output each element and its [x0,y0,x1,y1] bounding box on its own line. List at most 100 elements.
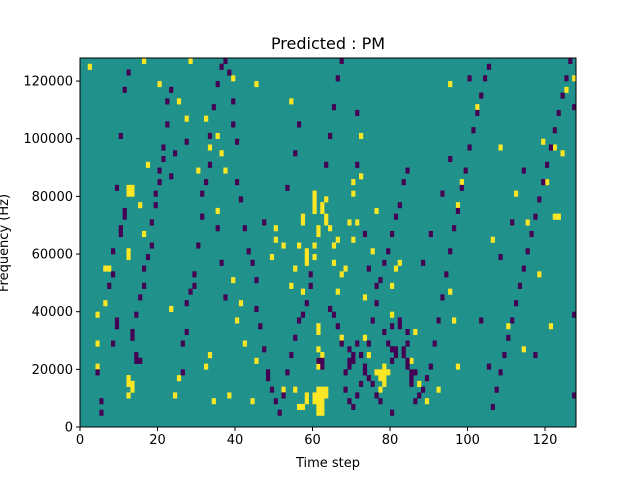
heatmap-cell-high [130,190,135,197]
heatmap-cell-high [223,167,228,174]
heatmap-cell-low [529,230,534,238]
heatmap-cell-high [297,242,302,249]
heatmap-cell-low [390,323,395,330]
heatmap-cell-low [250,259,255,266]
heatmap-cell-low [134,352,139,359]
heatmap-cell-high [316,363,321,370]
heatmap-cell-high [359,173,364,180]
heatmap-cell-low [184,300,189,307]
heatmap-cell-low [285,369,290,376]
heatmap-cell-low [533,352,538,359]
heatmap-cell-low [339,340,344,347]
heatmap-cell-low [169,86,174,93]
heatmap-cell-low [343,369,348,376]
heatmap-cell-high [339,334,344,341]
heatmap-cell-low [227,69,232,76]
heatmap-cell-high [142,58,147,65]
heatmap-cell-low [173,150,178,157]
heatmap-cell-low [393,352,399,359]
heatmap-cell-high [362,294,368,301]
heatmap-cell-low [188,288,193,295]
heatmap-cell-high [312,254,317,261]
heatmap-cell-low [533,213,538,220]
heatmap-cell-high [335,288,340,295]
heatmap-cell-high [254,357,259,364]
heatmap-cell-high [393,265,399,272]
heatmap-cell-high [142,230,147,238]
heatmap-cell-low [157,167,162,174]
heatmap-cell-low [200,190,205,197]
heatmap-cell-low [200,213,205,220]
heatmap-cell-low [289,352,294,359]
heatmap-cell-low [452,225,457,232]
heatmap-cell-low [397,202,402,209]
heatmap-cell-low [254,305,259,312]
heatmap-cell-low [378,277,383,284]
heatmap-cell-low [269,386,275,393]
heatmap-cell-low [448,156,453,163]
heatmap-cell-low [401,346,406,353]
heatmap-cell-high [320,202,325,209]
chart-title: Predicted : PM [271,34,385,53]
heatmap-cell-high [521,346,526,353]
heatmap-cell-low [219,259,224,266]
heatmap-cell-high [207,352,213,359]
heatmap-cell-low [545,161,550,168]
heatmap-cell-high [316,323,321,330]
heatmap-cell-high [320,409,325,416]
heatmap-cell-high [95,363,100,370]
heatmap-cell-low [235,179,240,186]
heatmap-cell-high [293,265,298,272]
heatmap-cell-high [227,392,232,399]
heatmap-cell-low [564,75,569,82]
heatmap-cell-low [424,375,430,382]
heatmap-cell-high [289,98,294,105]
heatmap-cell-low [548,144,554,151]
heatmap-cell-high [366,352,371,359]
heatmap-cell-low [118,230,123,238]
heatmap-cell-low [463,167,468,174]
y-tick-label: 20000 [32,363,73,378]
heatmap-cell-low [386,248,391,255]
heatmap-cell-low [192,282,197,289]
heatmap-cell-high [312,190,317,197]
heatmap-cell-low [134,311,139,318]
heatmap-cell-low [262,346,267,353]
heatmap-cell-low [405,363,410,370]
heatmap-cell-high [525,219,530,226]
heatmap-cell-high [176,98,182,105]
heatmap-cell-high [312,398,317,405]
heatmap-cell-high [126,380,131,387]
heatmap-cell-low [494,386,499,393]
heatmap-cell-low [374,392,379,399]
heatmap-cell-high [560,150,565,157]
heatmap-cell-high [250,398,255,405]
heatmap-cell-high [281,242,286,249]
heatmap-cell-low [308,271,313,278]
heatmap-cell-low [572,311,577,318]
heatmap-cell-low [328,305,333,312]
heatmap-cell-high [304,259,309,266]
heatmap-cell-low [223,58,228,65]
heatmap-cell-low [153,190,158,197]
heatmap-cell-low [111,271,116,278]
heatmap-cell-high [300,403,306,411]
heatmap-cell-low [273,398,278,405]
heatmap-cell-high [126,184,131,191]
heatmap-cell-high [316,386,321,393]
heatmap-cell-low [486,363,492,370]
heatmap-cell-low [397,317,402,324]
heatmap-cell-low [355,109,360,116]
heatmap-cell-low [130,328,135,336]
heatmap-cell-low [297,317,302,324]
heatmap-cell-low [421,386,426,393]
heatmap-cell-high [417,380,422,387]
heatmap-cell-low [351,403,356,411]
heatmap-cell-high [378,386,383,393]
heatmap-cell-low [374,282,379,289]
heatmap-cell-high [355,219,360,226]
heatmap-cell-high [498,144,503,151]
heatmap-cell-low [390,357,395,364]
heatmap-cell-low [184,328,189,336]
